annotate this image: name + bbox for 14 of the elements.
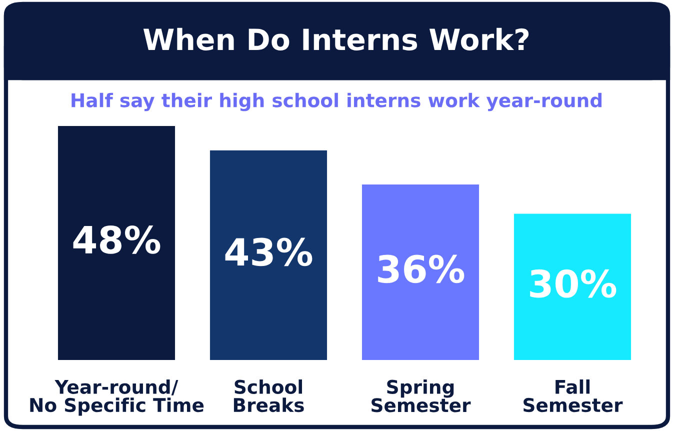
bar [362,184,480,360]
x-tick-label: Fall Semester [524,379,623,412]
bar [210,150,328,360]
data-label: 43% [225,238,312,266]
x-tick-label: Year-round/ No Specific Time [30,379,204,416]
bar [58,126,176,360]
bar [514,214,632,360]
chart-title: When Do Interns Work? [143,28,529,50]
chart-subtitle: Half say their high school interns work year-round [72,92,602,112]
x-tick-label: School Breaks [234,379,304,412]
data-label: 30% [530,269,616,298]
data-label: 48% [73,226,160,254]
data-label: 36% [378,254,464,284]
x-tick-label: Spring Semester [372,379,471,412]
